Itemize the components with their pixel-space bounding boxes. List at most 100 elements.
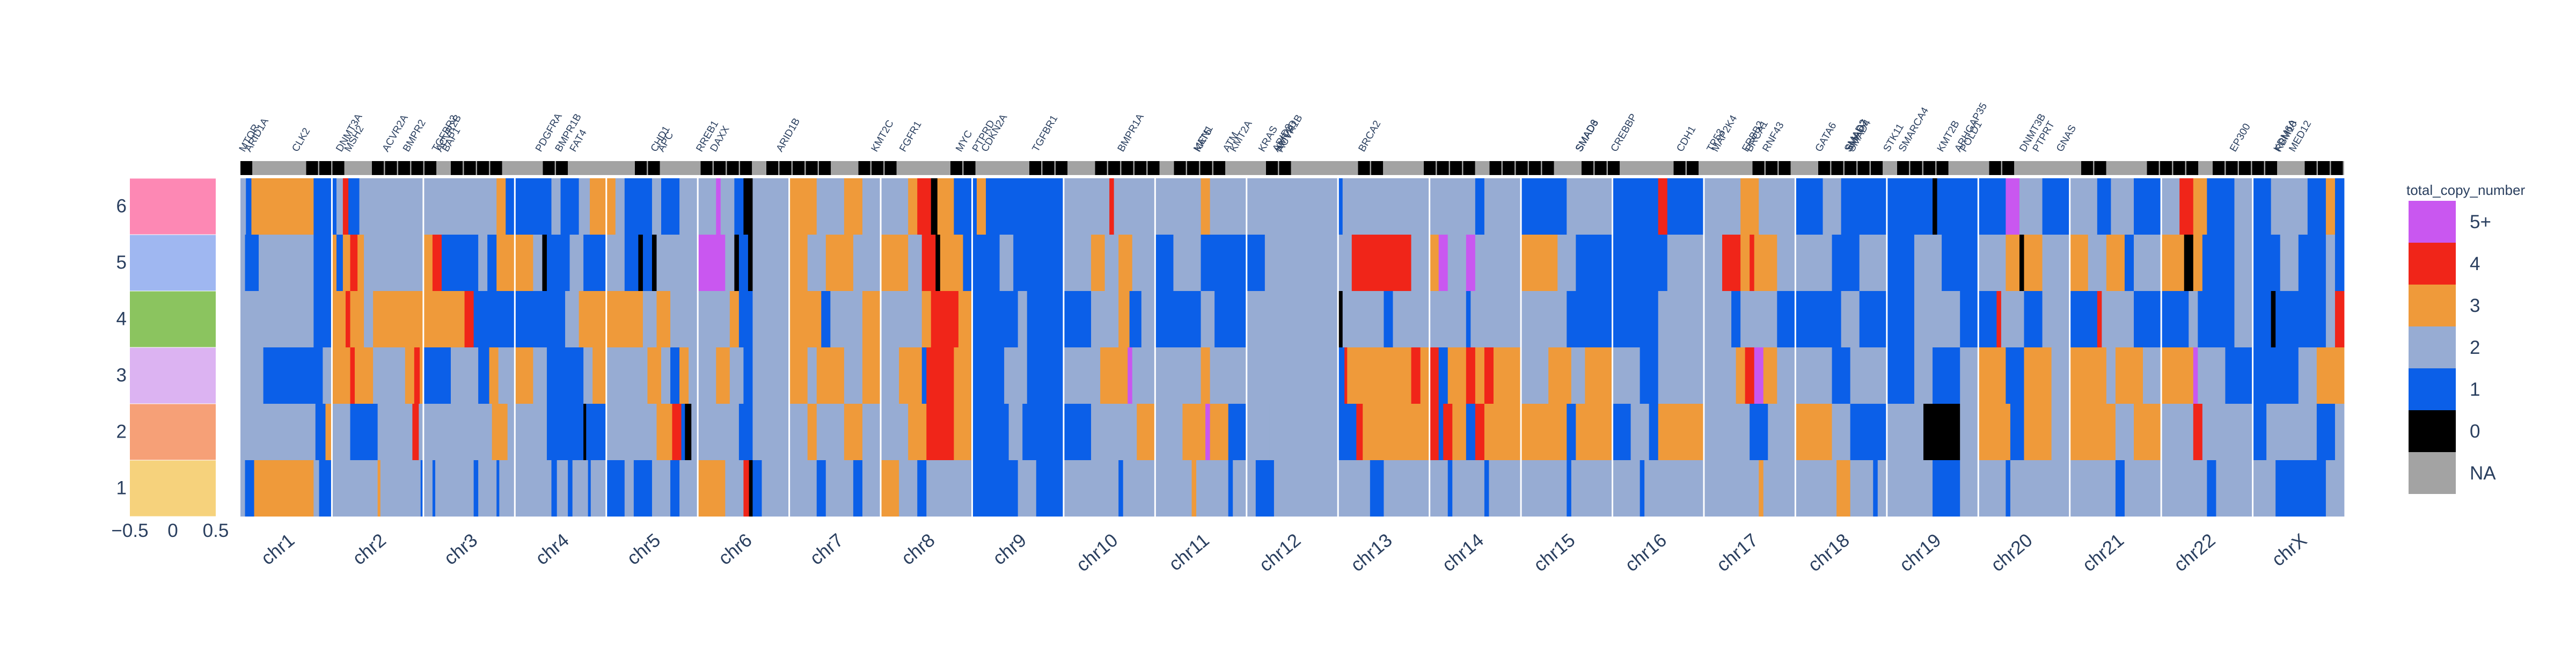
heatmap-cell bbox=[789, 347, 808, 404]
heatmap-cell bbox=[2051, 404, 2070, 460]
heatmap-cell bbox=[2189, 291, 2198, 347]
heatmap-cell bbox=[954, 347, 972, 404]
heatmap-cell bbox=[807, 235, 826, 291]
heatmap-cell bbox=[478, 347, 489, 404]
gene-track-block bbox=[451, 161, 463, 175]
heatmap-cell bbox=[2006, 235, 2020, 291]
heatmap-cell bbox=[1191, 460, 1197, 517]
heatmap-cell bbox=[1338, 178, 1343, 235]
heatmap-cell bbox=[1703, 404, 1750, 460]
strip-x-tick-label: 0 bbox=[167, 520, 178, 541]
heatmap-cell bbox=[1438, 404, 1444, 460]
heatmap-cell bbox=[670, 460, 680, 517]
heatmap-cell bbox=[2042, 235, 2070, 291]
heatmap-cell bbox=[464, 291, 474, 347]
heatmap-cell bbox=[2271, 291, 2276, 347]
heatmap-cell bbox=[844, 347, 863, 404]
heatmap-cell bbox=[1452, 404, 1467, 460]
heatmap-cell bbox=[2115, 404, 2134, 460]
sample-color-4 bbox=[130, 291, 216, 347]
gene-label-crebbp: CREBBP bbox=[1609, 112, 1640, 154]
heatmap-cell bbox=[1795, 291, 1842, 347]
heatmap-cell bbox=[1850, 347, 1887, 404]
heatmap-cell bbox=[1411, 235, 1430, 291]
heatmap-cell bbox=[1338, 235, 1352, 291]
heatmap-cell bbox=[2334, 291, 2345, 347]
heatmap-cell bbox=[1763, 460, 1796, 517]
gene-track-block bbox=[740, 161, 752, 175]
heatmap-cell bbox=[1155, 460, 1192, 517]
heatmap-cell bbox=[2252, 404, 2267, 460]
heatmap-cell bbox=[1420, 347, 1430, 404]
heatmap-cell bbox=[1484, 291, 1521, 347]
heatmap-cell bbox=[245, 235, 259, 291]
heatmap-cell bbox=[2124, 460, 2162, 517]
heatmap-cell bbox=[1228, 404, 1247, 460]
heatmap-cell bbox=[507, 404, 515, 460]
heatmap-cell bbox=[1384, 291, 1393, 347]
gene-track-block bbox=[648, 161, 660, 175]
legend-label-4: 4 bbox=[2470, 253, 2480, 274]
heatmap-cell bbox=[1155, 347, 1201, 404]
heatmap-cell bbox=[1123, 460, 1155, 517]
heatmap-cell bbox=[2069, 235, 2089, 291]
heatmap-cell bbox=[881, 291, 923, 347]
heatmap-cell bbox=[1978, 178, 2006, 235]
heatmap-cell bbox=[908, 404, 927, 460]
heatmap-cell bbox=[926, 460, 972, 517]
heatmap-cell bbox=[1933, 460, 1960, 517]
heatmap-cell bbox=[2111, 178, 2134, 235]
heatmap-cell bbox=[1201, 235, 1247, 291]
heatmap-cell bbox=[1978, 291, 1997, 347]
heatmap-cell bbox=[926, 347, 954, 404]
heatmap-cell bbox=[2024, 235, 2043, 291]
heatmap-cell bbox=[1274, 347, 1338, 404]
gene-track-block bbox=[2239, 161, 2251, 175]
heatmap-cell bbox=[729, 347, 744, 404]
heatmap-cell bbox=[881, 235, 909, 291]
heatmap-cell bbox=[2134, 404, 2162, 460]
heatmap-cell bbox=[1173, 235, 1201, 291]
heatmap-cell bbox=[881, 347, 899, 404]
gene-track-block bbox=[1147, 161, 1160, 175]
heatmap-cell bbox=[1576, 404, 1613, 460]
heatmap-cell bbox=[2179, 178, 2194, 235]
heatmap-cell bbox=[752, 460, 762, 517]
chromosome-dividers bbox=[331, 161, 2254, 517]
heatmap-cell bbox=[816, 460, 826, 517]
heatmap-cell bbox=[2024, 404, 2052, 460]
heatmap-cell bbox=[1489, 460, 1521, 517]
heatmap-cell bbox=[1008, 404, 1023, 460]
heatmap-cell bbox=[1667, 291, 1704, 347]
gene-track-block bbox=[240, 161, 253, 175]
chromosome-label-chr4: chr4 bbox=[531, 529, 573, 569]
heatmap-cell bbox=[1246, 404, 1270, 460]
heatmap-cell bbox=[972, 460, 1019, 517]
heatmap-cell bbox=[2316, 404, 2336, 460]
heatmap-cell bbox=[1612, 404, 1631, 460]
heatmap-cell bbox=[1429, 404, 1439, 460]
heatmap-cell bbox=[451, 347, 479, 404]
heatmap-cell bbox=[1063, 460, 1119, 517]
heatmap-cell bbox=[2161, 235, 2185, 291]
heatmap-cell bbox=[963, 235, 972, 291]
heatmap-cell bbox=[1722, 235, 1741, 291]
heatmap-cell bbox=[419, 404, 424, 460]
heatmap-cell bbox=[2069, 347, 2107, 404]
heatmap-cell bbox=[1777, 235, 1796, 291]
heatmap-cell bbox=[583, 235, 607, 291]
gene-label-ep300: EP300 bbox=[2228, 122, 2253, 154]
heatmap-cell bbox=[1264, 291, 1338, 347]
heatmap-cell bbox=[1429, 235, 1439, 291]
heatmap-cell bbox=[2134, 291, 2162, 347]
heatmap-cell bbox=[940, 235, 963, 291]
heatmap-cell bbox=[1063, 347, 1101, 404]
heatmap-cell bbox=[240, 347, 264, 404]
heatmap-cell bbox=[624, 235, 639, 291]
heatmap-cell bbox=[1795, 460, 1837, 517]
legend-swatch-5- bbox=[2409, 201, 2456, 243]
heatmap-cell bbox=[685, 404, 692, 460]
heatmap-cell bbox=[377, 235, 424, 291]
heatmap-cell bbox=[752, 178, 790, 235]
